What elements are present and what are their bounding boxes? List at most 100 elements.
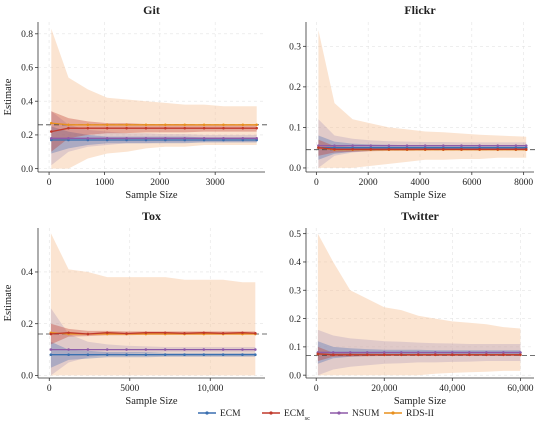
data-point [485,351,488,354]
data-point [502,353,505,357]
data-point [202,136,206,140]
data-point [202,348,206,351]
x-axis-label: Sample Size [125,190,178,201]
data-point [183,123,187,127]
y-tick-label: 0.0 [289,164,301,174]
data-point [255,123,258,127]
data-point [49,348,53,351]
data-point [164,123,167,127]
y-tick-label: 0.2 [21,320,33,330]
data-point [254,348,257,351]
data-point [468,351,471,354]
legend-label-subscript: sc [305,415,311,422]
data-point [125,353,128,357]
y-tick-label: 0.2 [21,131,33,141]
data-point [86,123,90,127]
data-point [451,353,454,357]
x-tick-label: 1000 [95,178,114,188]
data-point [222,136,225,140]
panel-twitter: 0 20,000 40,000 60,000 0.0 0.1 0.2 0.3 0.4 0.5 Twi… [289,209,538,407]
data-point [241,331,244,335]
legend-label: ECM [220,409,241,419]
data-point [49,353,53,357]
y-tick-label: 0.3 [289,286,301,296]
data-point [105,348,109,351]
legend-swatch-point [205,411,209,415]
data-point [254,353,257,357]
x-axis-label: Sample Size [125,396,178,407]
x-tick-label: 40,000 [439,384,465,394]
data-point [221,331,225,335]
x-axis-label: Sample Size [394,396,447,407]
band-rds-ii [317,233,521,376]
data-point [125,123,128,127]
data-point [144,136,148,140]
data-point [254,331,257,335]
data-point [221,348,225,351]
data-point [67,353,70,357]
data-point [105,136,109,140]
data-point [423,144,427,147]
x-tick-label: 8000 [514,178,533,188]
band-nsum [318,119,527,168]
data-point [423,147,427,151]
legend-swatch-point [391,411,395,415]
data-point [202,331,206,335]
x-tick-label: 4000 [411,178,430,188]
band-rds-ii [50,233,256,376]
data-point [222,126,225,130]
data-point [351,147,354,151]
legend: ECM ECMsc NSUM RDS-II [198,409,434,422]
data-point [49,121,53,125]
y-tick-label: 0.6 [21,64,33,74]
data-point [514,144,518,147]
series-line-rds-ii [51,122,257,126]
data-point [496,144,500,147]
legend-swatch-point [269,411,273,415]
y-tick-label: 0.2 [289,315,301,325]
data-point [241,126,245,130]
y-tick-label: 0.4 [289,258,301,268]
data-point [460,144,463,147]
x-tick-label: 2000 [150,178,169,188]
data-point [183,331,186,335]
data-point [241,353,244,357]
data-point [451,351,454,354]
y-tick-label: 0.2 [289,83,301,93]
data-point [333,144,336,147]
panel-git: 0 1000 2000 3000 0.0 0.2 0.4 0.6 0.8 Git Sample Si… [3,3,269,201]
x-tick-label: 5000 [120,384,139,394]
data-point [365,351,369,354]
data-point [485,353,488,357]
data-point [416,351,420,354]
data-point [241,123,245,127]
data-point [387,147,391,151]
data-point [416,353,420,357]
data-point [241,348,244,351]
data-point [67,126,70,130]
data-point [317,146,320,149]
x-tick-label: 0 [314,178,319,188]
data-point [387,144,391,147]
panel-title: Tox [142,209,161,223]
data-point [183,136,187,140]
data-point [164,136,167,140]
data-point [496,147,500,151]
data-point [86,332,90,336]
y-axis-label: Estimate [3,78,14,115]
data-point [434,353,437,357]
data-point [348,351,352,354]
data-point [399,353,403,357]
band-ecm-sc [51,111,257,152]
data-point [144,353,148,357]
data-point [348,353,352,357]
data-point [369,144,373,147]
y-tick-label: 0.4 [21,268,33,278]
legend-label: NSUM [352,409,380,419]
data-point [183,353,186,357]
legend-swatch-point [337,411,341,415]
data-point [519,351,522,354]
data-point [183,126,187,130]
